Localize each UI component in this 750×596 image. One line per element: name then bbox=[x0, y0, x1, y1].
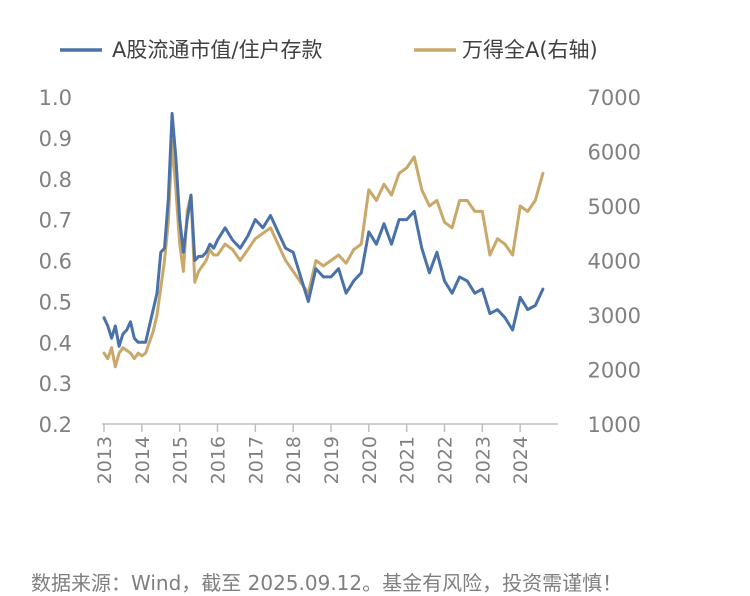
x-tick-label: 2018 bbox=[283, 436, 305, 484]
series-line-left bbox=[102, 111, 545, 348]
right-y-tick-label: 5000 bbox=[588, 195, 641, 219]
left-y-axis-ticks: 0.2 0.3 0.4 0.5 0.6 0.7 0.8 0.9 1.0 bbox=[39, 86, 72, 437]
left-y-tick-label: 0.5 bbox=[39, 290, 72, 314]
left-y-tick-label: 0.3 bbox=[39, 372, 72, 396]
x-tick-label: 2017 bbox=[245, 436, 267, 484]
right-y-axis-ticks: 1000 2000 3000 4000 5000 6000 7000 bbox=[588, 86, 641, 437]
legend-label-right-series: 万得全A(右轴) bbox=[462, 38, 598, 62]
x-tick-label: 2013 bbox=[94, 436, 116, 484]
right-y-tick-label: 2000 bbox=[588, 359, 641, 383]
right-y-tick-label: 7000 bbox=[588, 86, 641, 110]
x-tick-label: 2015 bbox=[170, 436, 192, 484]
legend-label-left-series: A股流通市值/住户存款 bbox=[112, 38, 322, 62]
x-tick-label: 2019 bbox=[321, 436, 343, 484]
x-axis-ticks: 2013 2014 2015 2016 2017 2018 2019 2020 2021 2022… bbox=[94, 424, 532, 484]
right-y-tick-label: 4000 bbox=[588, 250, 641, 274]
legend: A股流通市值/住户存款 万得全A(右轴) bbox=[60, 38, 598, 62]
left-y-tick-label: 0.9 bbox=[39, 127, 72, 151]
left-y-tick-label: 1.0 bbox=[39, 86, 72, 110]
x-tick-label: 2024 bbox=[510, 436, 532, 484]
left-y-tick-label: 0.7 bbox=[39, 209, 72, 233]
series-line-right bbox=[102, 139, 545, 369]
left-y-tick-label: 0.6 bbox=[39, 250, 72, 274]
plot-area bbox=[102, 111, 545, 369]
x-tick-label: 2020 bbox=[359, 436, 381, 484]
left-y-tick-label: 0.4 bbox=[39, 331, 72, 355]
x-tick-label: 2016 bbox=[208, 436, 230, 484]
left-y-tick-label: 0.2 bbox=[39, 413, 72, 437]
x-tick-label: 2022 bbox=[435, 436, 457, 484]
right-y-tick-label: 3000 bbox=[588, 304, 641, 328]
x-tick-label: 2021 bbox=[397, 436, 419, 484]
right-y-tick-label: 6000 bbox=[588, 141, 641, 165]
right-y-tick-label: 1000 bbox=[588, 413, 641, 437]
x-tick-label: 2014 bbox=[132, 436, 154, 484]
source-note: 数据来源：Wind，截至 2025.09.12。基金有风险，投资需谨慎！ bbox=[31, 571, 623, 595]
left-y-tick-label: 0.8 bbox=[39, 168, 72, 192]
x-tick-label: 2023 bbox=[472, 436, 494, 484]
